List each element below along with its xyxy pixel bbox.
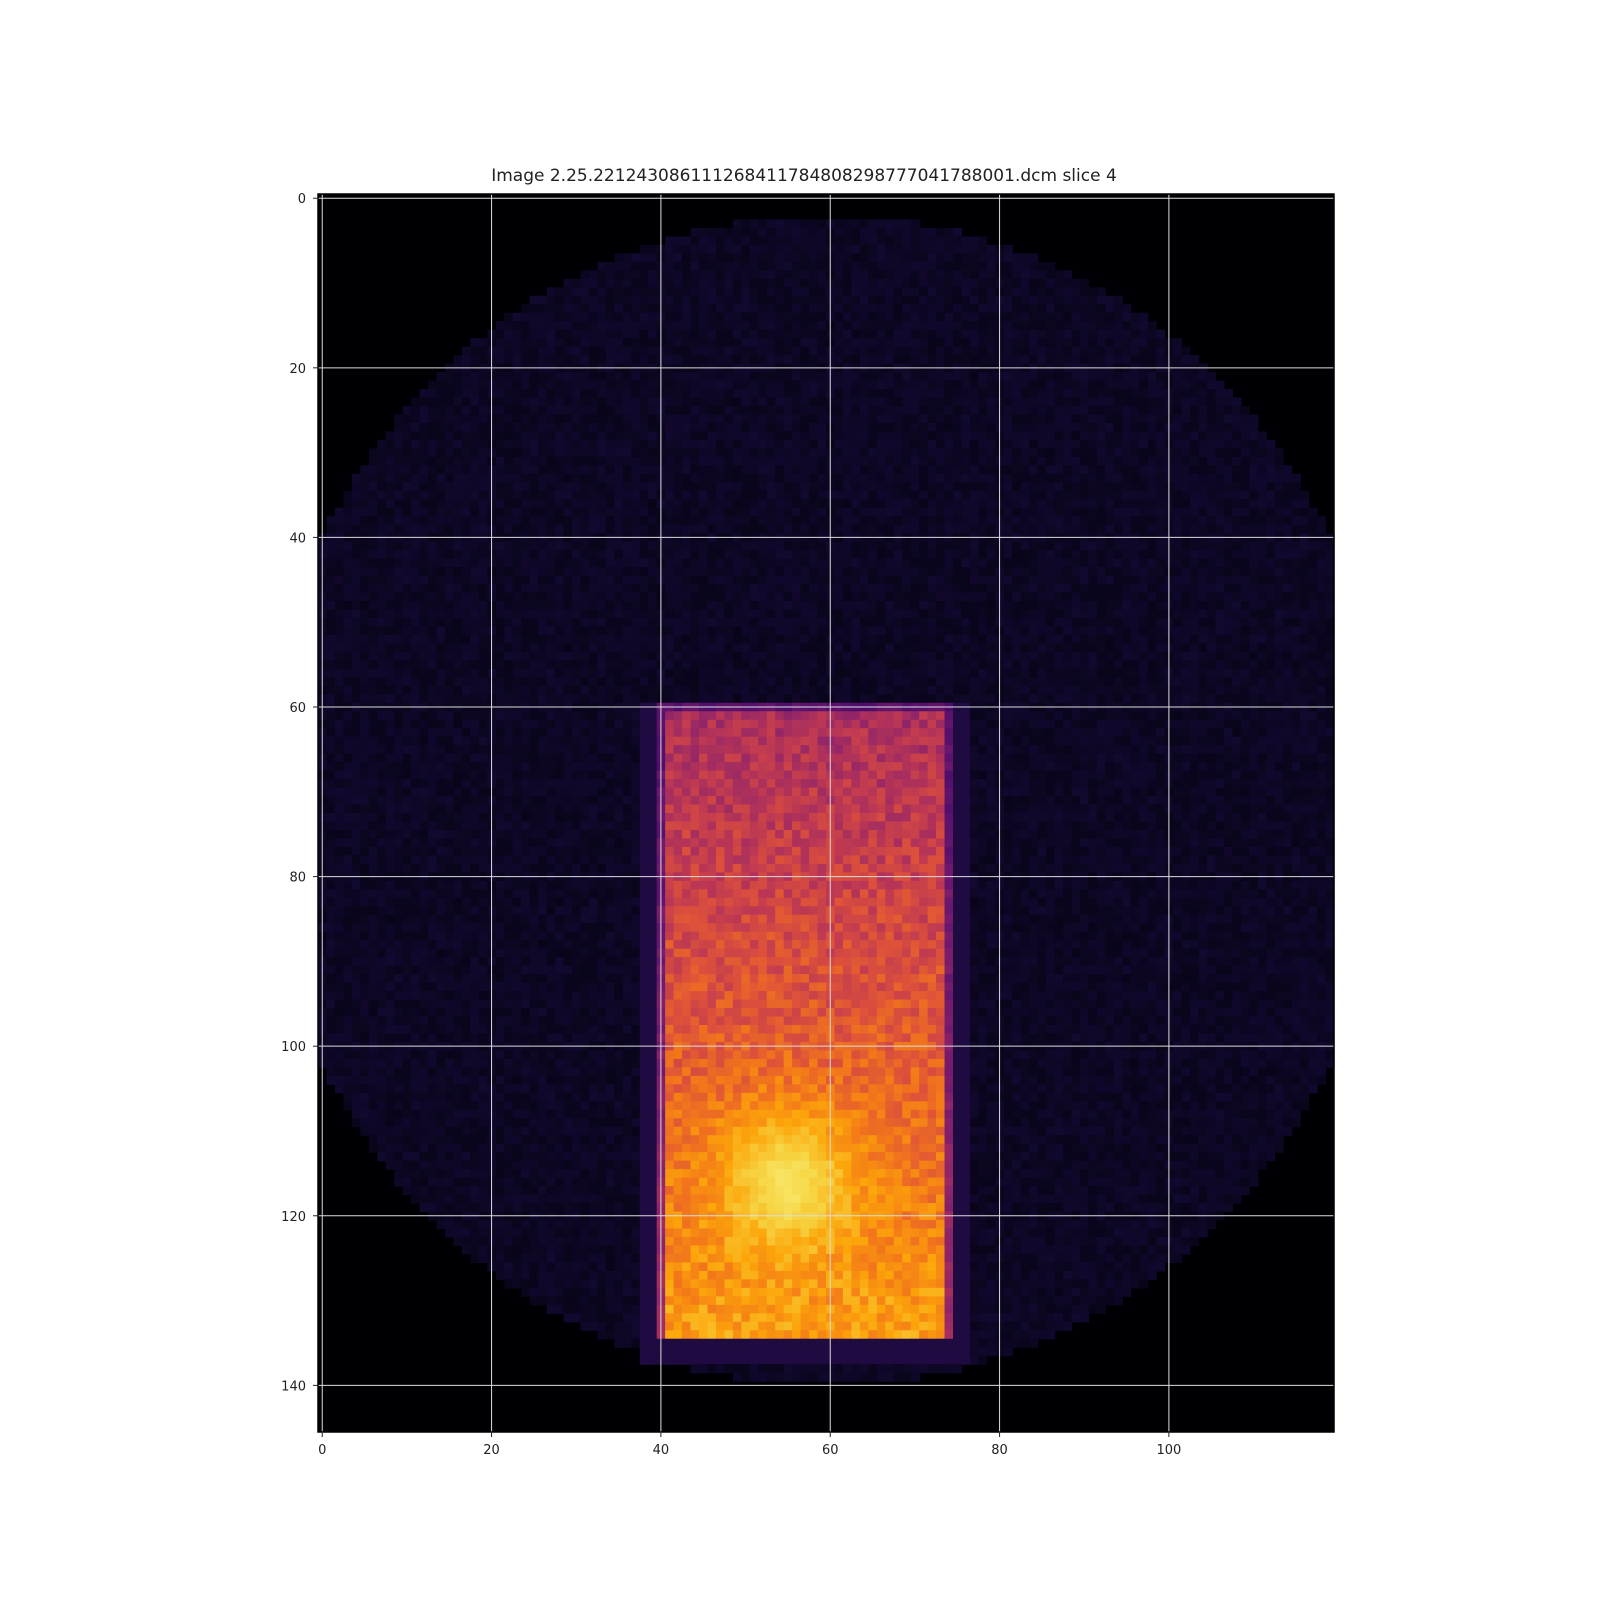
y-tick-label: 100 xyxy=(281,1040,306,1055)
y-tick-label: 40 xyxy=(289,531,306,546)
y-tick-label: 20 xyxy=(289,362,306,377)
y-tick-label: 120 xyxy=(281,1210,306,1225)
x-tick-label: 20 xyxy=(483,1443,500,1458)
x-tick-label: 80 xyxy=(991,1443,1008,1458)
x-tick-label: 0 xyxy=(318,1443,326,1458)
chart-title: Image 2.25.22124308611126841178480829877… xyxy=(491,166,1117,186)
y-tick-label: 80 xyxy=(289,871,306,886)
y-tick-label: 0 xyxy=(298,192,306,207)
x-tick-label: 60 xyxy=(822,1443,839,1458)
x-tick-label: 100 xyxy=(1156,1443,1181,1458)
y-tick-label: 60 xyxy=(289,701,306,716)
x-tick-label: 40 xyxy=(653,1443,670,1458)
y-tick-label: 140 xyxy=(281,1379,306,1394)
plot-area xyxy=(318,194,1335,1432)
y-axis: 0 20 40 60 80 100 120 140 xyxy=(281,192,318,1394)
x-axis: 0 20 40 60 80 100 xyxy=(318,1432,1181,1458)
